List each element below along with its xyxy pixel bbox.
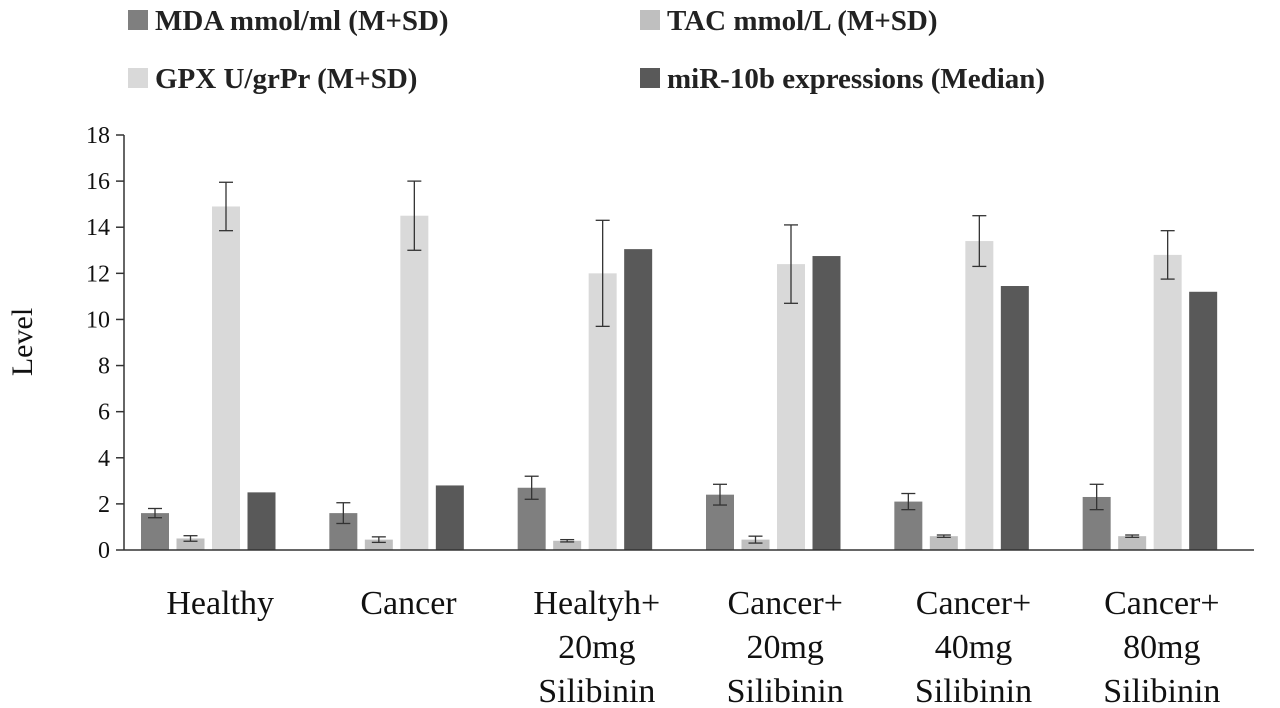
bar [1118,536,1147,550]
x-category-label: 20mg [746,629,823,666]
bar [212,206,240,550]
x-category-label: Healtyh+ [533,585,660,622]
y-axis-label: Level [6,308,39,376]
x-category-label: Cancer [360,585,457,622]
y-tick-label: 12 [86,261,110,287]
bar [624,249,653,550]
bars [141,180,1218,551]
legend-swatch [640,68,660,88]
x-category-label: Silibinin [915,673,1032,708]
x-category-label: 40mg [935,629,1012,666]
y-tick-label: 0 [98,538,110,564]
bar [176,538,205,550]
x-category-label: Silibinin [727,673,844,708]
legend: MDA mmol/ml (M+SD) TAC mmol/L (M+SD) GPX U… [128,5,1045,95]
x-category-label: Silibinin [1103,673,1220,708]
legend-swatch [128,10,148,30]
bar [929,536,958,550]
y-axis: 0 2 4 6 8 10 12 14 16 18 [86,123,125,564]
bar [812,256,841,550]
y-tick-label: 6 [98,400,110,426]
x-axis: Healthy Cancer Healtyh+ 20mg Silibinin Cancer… [124,549,1254,708]
legend-label: MDA mmol/ml (M+SD) [155,5,449,37]
bar [1189,291,1218,550]
y-tick-label: 10 [86,307,110,333]
legend-label: TAC mmol/L (M+SD) [667,5,938,37]
x-category-label: Cancer+ [1104,585,1219,622]
legend-label: miR-10b expressions (Median) [667,63,1045,95]
x-category-label: Silibinin [538,673,655,708]
x-category-label: 20mg [558,629,635,666]
bar [965,241,994,551]
x-category-label: Healthy [166,585,274,622]
y-tick-label: 4 [98,446,110,472]
x-category-label: Cancer+ [916,585,1031,622]
bar [400,215,429,550]
x-category-label: Cancer+ [727,585,842,622]
x-category-label: 80mg [1123,629,1200,666]
legend-swatch [640,10,660,30]
y-tick-label: 16 [86,169,110,195]
y-tick-label: 2 [98,492,110,518]
bar [364,539,393,550]
bar [247,492,276,550]
bar [435,485,464,550]
y-tick-label: 8 [98,354,110,380]
bar [553,540,582,550]
legend-label: GPX U/grPr (M+SD) [155,63,417,95]
bar [741,539,770,550]
bar [1000,286,1029,550]
bar [777,264,805,550]
bar [141,513,169,550]
bar [1153,254,1182,550]
y-tick-label: 14 [86,215,110,241]
legend-swatch [128,68,148,88]
y-tick-label: 18 [86,123,110,149]
